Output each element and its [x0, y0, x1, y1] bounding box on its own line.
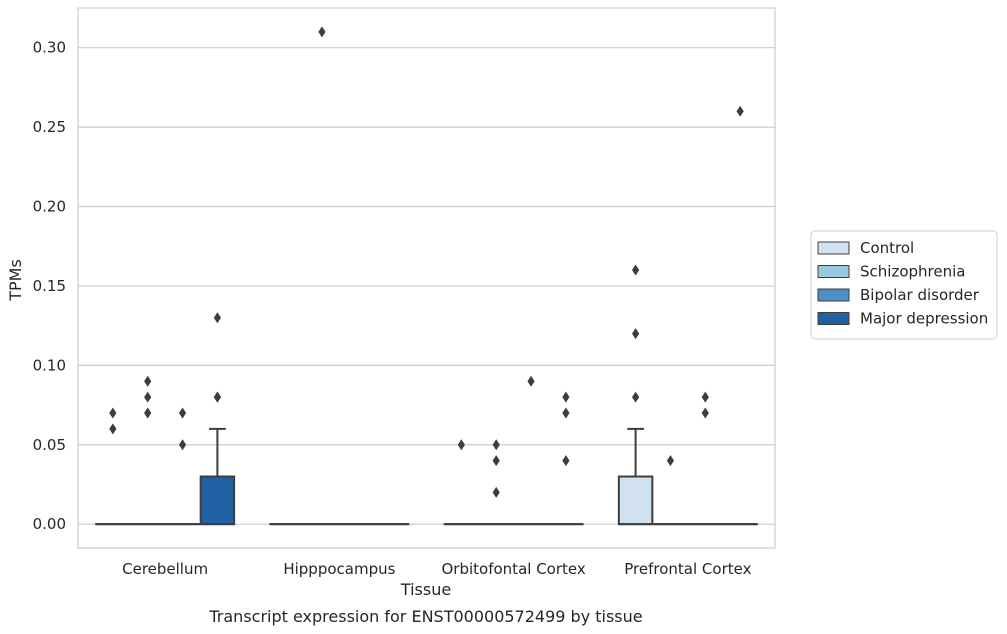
outlier-point	[213, 391, 221, 403]
outlier-point	[562, 455, 570, 467]
outlier-point	[178, 439, 187, 451]
y-axis-ticks: 0.00 0.05 0.10 0.15 0.20 0.25 0.30	[33, 39, 66, 533]
x-axis-ticks: Cerebellum Hipppocampus Orbitofontal Corte…	[122, 560, 751, 578]
legend-label: Major depression	[860, 310, 988, 328]
boxes	[95, 26, 758, 526]
x-tick-label: Cerebellum	[122, 560, 208, 578]
x-tick-label: Prefrontal Cortex	[624, 560, 751, 578]
gridlines	[78, 47, 775, 525]
y-tick-label: 0.10	[33, 356, 66, 374]
box-2-1	[478, 439, 514, 526]
box-1-1	[304, 26, 340, 526]
x-axis-label: Tissue	[400, 580, 451, 599]
x-tick-label: Hipppocampus	[283, 560, 395, 578]
legend-swatch	[817, 288, 850, 302]
y-axis-label: TPMs	[6, 259, 25, 302]
box-0-2	[164, 407, 201, 526]
outlier-point	[144, 391, 152, 403]
legend-label: Control	[860, 239, 914, 257]
box-body	[617, 475, 654, 526]
legend-label: Schizophrenia	[860, 263, 965, 281]
outlier-point	[666, 455, 675, 467]
box-3-3	[722, 105, 758, 526]
outlier-point	[492, 486, 500, 498]
outlier-point	[632, 391, 640, 403]
legend-swatch	[817, 312, 850, 325]
outlier-point	[562, 391, 570, 403]
outlier-point	[701, 407, 709, 419]
x-tick-label: Orbitofontal Cortex	[442, 560, 586, 578]
box-0-3	[199, 312, 236, 526]
outlier-point	[632, 264, 640, 276]
box-2-2	[513, 375, 549, 526]
outlier-point	[492, 439, 500, 451]
box-body	[199, 475, 236, 526]
box-3-1	[652, 455, 689, 526]
legend-swatch	[817, 241, 850, 255]
y-tick-label: 0.15	[33, 277, 66, 295]
outlier-point	[213, 312, 221, 324]
outlier-point	[109, 423, 117, 435]
box-2-0	[443, 439, 480, 526]
box-3-2	[687, 391, 724, 526]
box-0-1	[129, 375, 166, 526]
outlier-point	[701, 391, 709, 403]
outlier-point	[144, 375, 152, 387]
outlier-point	[632, 328, 640, 340]
box-0-0	[95, 407, 131, 526]
box-3-0	[617, 264, 654, 526]
y-tick-label: 0.20	[33, 198, 66, 216]
y-tick-label: 0.25	[33, 118, 66, 136]
y-tick-label: 0.00	[33, 515, 66, 533]
outlier-point	[562, 407, 570, 419]
outlier-point	[318, 26, 326, 38]
legend: Control Schizophrenia Bipolar disorder Majo…	[810, 230, 998, 340]
legend-swatch	[817, 265, 850, 278]
y-tick-label: 0.05	[33, 436, 66, 454]
legend-frame	[810, 230, 998, 340]
outlier-point	[109, 407, 117, 419]
outlier-point	[144, 407, 152, 419]
outlier-point	[178, 407, 187, 419]
box-2-3	[548, 391, 584, 526]
outlier-point	[736, 105, 744, 117]
outlier-point	[527, 375, 535, 387]
chart-caption: Transcript expression for ENST0000057249…	[208, 607, 642, 626]
plot-area	[77, 7, 776, 549]
outlier-point	[457, 439, 465, 451]
outlier-point	[492, 455, 500, 467]
legend-label: Bipolar disorder	[860, 286, 980, 304]
y-tick-label: 0.30	[33, 39, 66, 57]
